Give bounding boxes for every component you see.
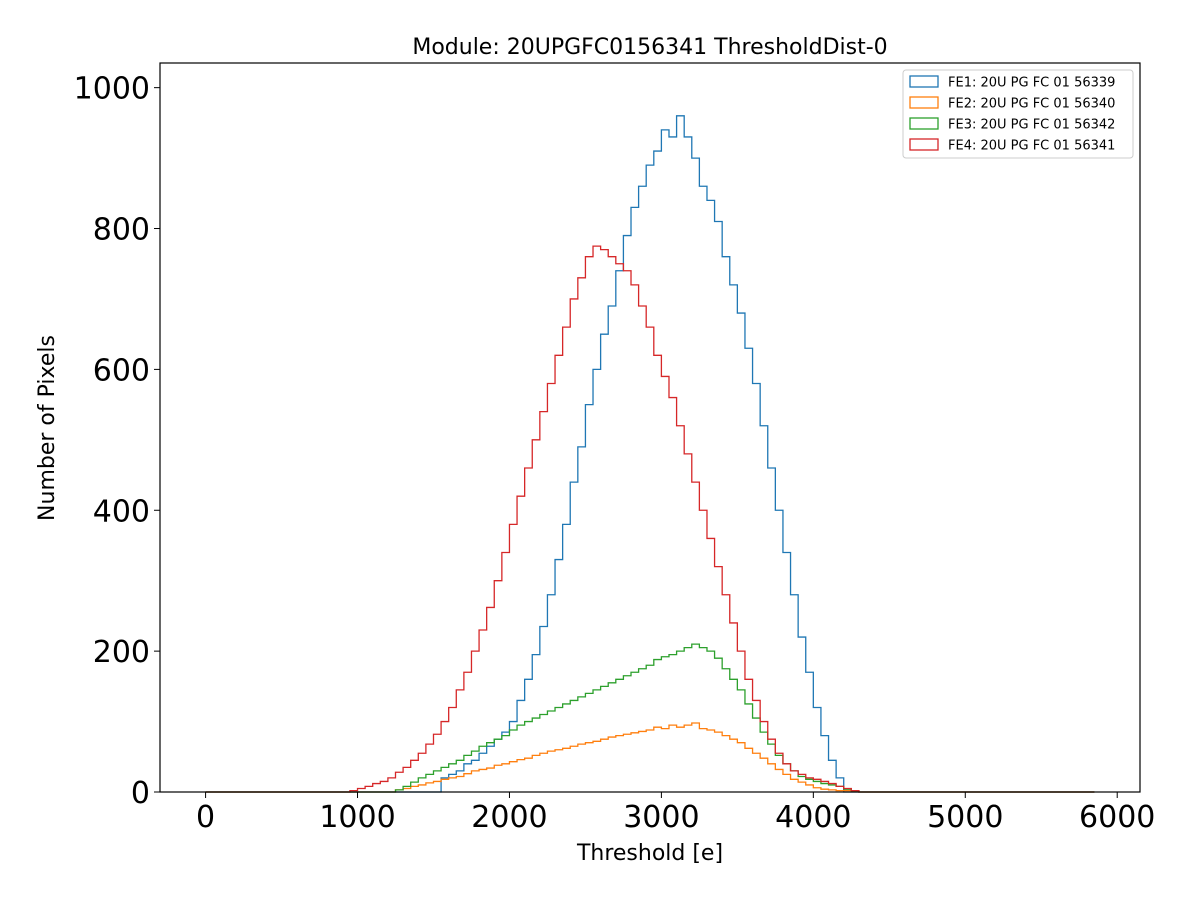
legend-frame xyxy=(902,69,1134,159)
series-3-step-line xyxy=(205,643,1095,793)
legend-swatch-2 xyxy=(909,96,939,109)
x-tick-label: 1000 xyxy=(319,800,395,835)
legend-swatch-4 xyxy=(909,138,939,151)
y-tick-label: 400 xyxy=(93,494,150,529)
legend: FE1: 20U PG FC 01 56339 FE2: 20U PG FC 01… xyxy=(902,69,1134,159)
x-axis-ticks: 0 1000 2000 3000 4000 5000 6000 xyxy=(196,792,1155,835)
series-2-step-line xyxy=(205,722,1095,793)
series-1-step-line xyxy=(205,115,1095,793)
y-axis-label: Number of Pixels xyxy=(35,335,60,521)
y-tick-label: 600 xyxy=(93,353,150,388)
legend-label-2: FE2: 20U PG FC 01 56340 xyxy=(948,97,1115,112)
x-tick-label: 4000 xyxy=(775,800,851,835)
plot-frame xyxy=(159,62,1141,793)
plot-series-group xyxy=(205,115,1095,793)
x-tick-label: 2000 xyxy=(471,800,547,835)
y-tick-label: 1000 xyxy=(74,72,150,107)
legend-label-4: FE4: 20U PG FC 01 56341 xyxy=(948,139,1115,154)
y-tick-label: 0 xyxy=(131,776,150,811)
legend-label-1: FE1: 20U PG FC 01 56339 xyxy=(948,76,1115,91)
legend-swatch-3 xyxy=(909,117,939,130)
legend-label-3: FE3: 20U PG FC 01 56342 xyxy=(948,118,1115,133)
y-axis-ticks: 0 200 400 600 800 1000 xyxy=(74,72,160,811)
chart-title: Module: 20UPGFC0156341 ThresholdDist-0 xyxy=(412,35,887,60)
y-tick-label: 800 xyxy=(93,213,150,248)
x-tick-label: 5000 xyxy=(927,800,1003,835)
x-tick-label: 3000 xyxy=(623,800,699,835)
legend-swatch-1 xyxy=(909,75,939,88)
y-tick-label: 200 xyxy=(93,635,150,670)
x-tick-label: 6000 xyxy=(1079,800,1155,835)
series-4-step-line xyxy=(205,245,1095,793)
x-tick-label: 0 xyxy=(196,800,215,835)
x-axis-label: Threshold [e] xyxy=(576,841,723,866)
